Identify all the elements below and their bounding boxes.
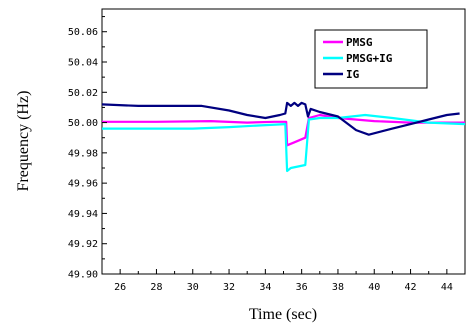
y-tick-label: 49.94: [68, 209, 98, 220]
x-tick-label: 34: [259, 282, 271, 293]
y-tick-label: 50.00: [68, 118, 98, 129]
y-tick-label: 50.02: [68, 88, 98, 99]
x-tick-label: 44: [441, 282, 453, 293]
y-axis-title: Frequency (Hz): [15, 91, 32, 192]
x-tick-label: 40: [368, 282, 380, 293]
y-tick-label: 49.96: [68, 179, 98, 190]
legend-label: PMSG: [346, 36, 373, 49]
x-tick-label: 28: [150, 282, 162, 293]
x-tick-label: 42: [405, 282, 417, 293]
x-tick-label: 30: [187, 282, 199, 293]
legend-label: PMSG+IG: [346, 52, 393, 65]
y-tick-label: 50.04: [68, 58, 98, 69]
x-axis: 26 28 30 32 34 36 38 40 42 44: [101, 269, 453, 293]
y-axis: 49.90 49.92 49.94 49.96 49.98 50.00 50.02 50.04…: [68, 16, 107, 281]
x-axis-title: Time (sec): [249, 306, 317, 323]
legend-label: IG: [346, 68, 360, 81]
x-tick-label: 26: [114, 282, 126, 293]
y-tick-label: 49.98: [68, 148, 98, 159]
x-tick-label: 38: [332, 282, 344, 293]
x-tick-label: 32: [223, 282, 235, 293]
x-tick-label: 36: [296, 282, 308, 293]
y-tick-label: 49.92: [68, 239, 98, 250]
series-line-ig: [102, 101, 460, 136]
y-tick-label: 49.90: [68, 270, 98, 281]
series-line-pmsg-ig: [102, 113, 466, 173]
series-layer: [102, 101, 466, 173]
y-tick-label: 50.06: [68, 27, 98, 38]
legend: PMSG PMSG+IG IG: [314, 29, 428, 89]
series-line-pmsg: [102, 113, 465, 147]
